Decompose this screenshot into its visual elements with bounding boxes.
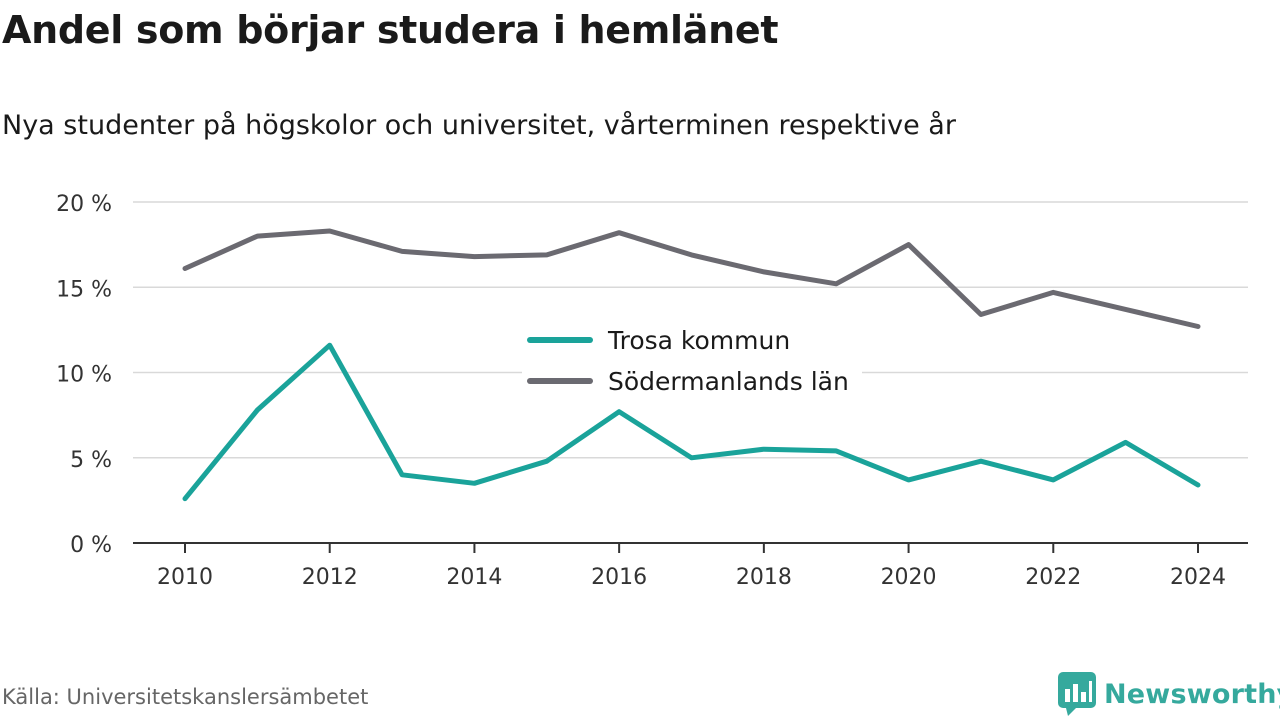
series-line [182,228,1201,329]
x-tick-label: 2014 [446,565,502,590]
x-tick-label: 2012 [302,565,358,590]
x-tick-label: 2020 [881,565,937,590]
y-tick-label: 15 % [56,277,112,302]
x-tick-label: 2018 [736,565,792,590]
chart-subtitle: Nya studenter på högskolor och universit… [2,110,956,141]
legend-label: Södermanlands län [608,367,849,396]
chart-title: Andel som börjar studera i hemlänet [2,8,779,52]
x-tick-label: 2024 [1170,565,1226,590]
series-line [182,342,1201,502]
y-tick-label: 0 % [70,533,112,558]
y-tick-label: 5 % [70,448,112,473]
x-tick-label: 2022 [1025,565,1081,590]
x-tick-label: 2016 [591,565,647,590]
source-note: Källa: Universitetskanslersämbetet [2,685,369,709]
y-tick-label: 20 % [56,192,112,217]
x-tick-label: 2010 [157,565,213,590]
brand-name: Newsworthy [1104,678,1280,710]
bar-chart-speech-bubble-icon [1058,672,1096,716]
y-tick-label: 10 % [56,363,112,388]
newsworthy-logo: Newsworthy [1058,672,1280,716]
legend-label: Trosa kommun [607,326,790,355]
